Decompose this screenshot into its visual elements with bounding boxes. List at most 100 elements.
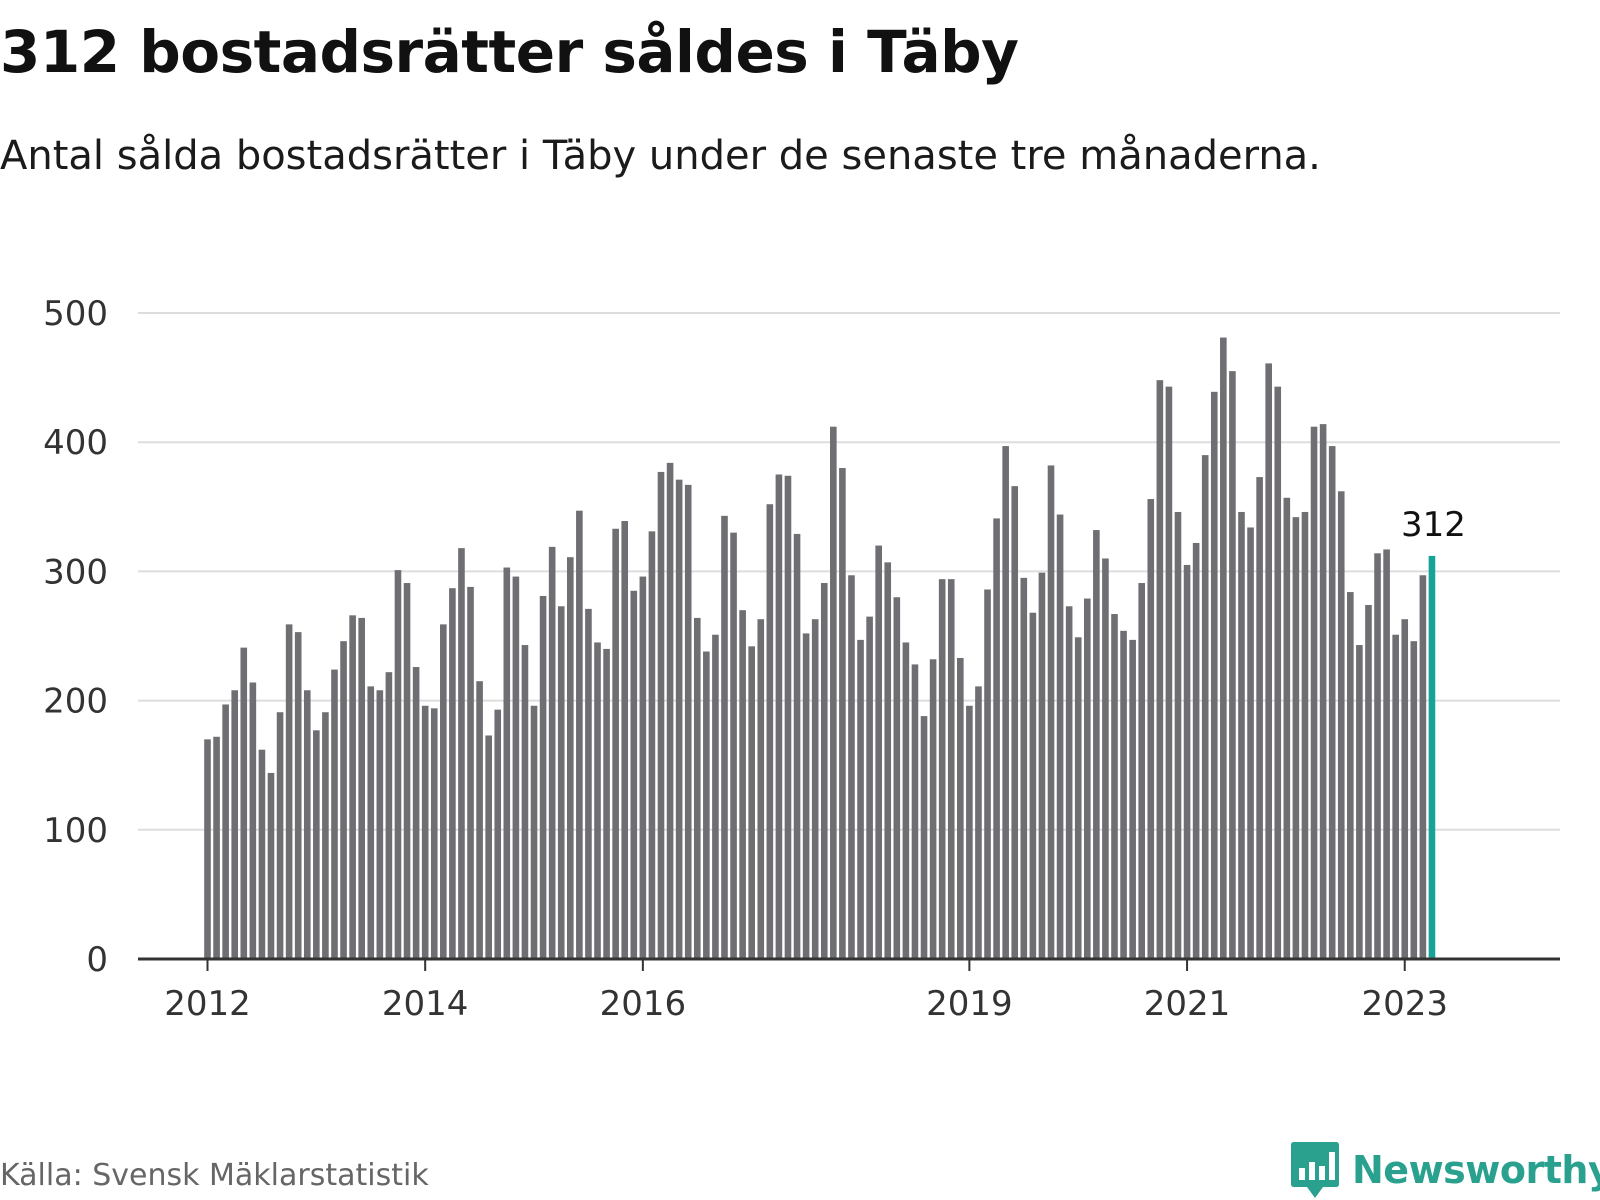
y-tick-label: 200 — [43, 682, 108, 722]
bar — [703, 651, 710, 959]
bar-highlight — [1428, 555, 1436, 959]
bar — [966, 705, 973, 959]
bar — [839, 468, 846, 959]
x-tick-label: 2021 — [1144, 984, 1231, 1024]
x-tick-label: 2014 — [382, 984, 469, 1024]
bar — [276, 712, 284, 959]
bar — [1083, 598, 1091, 959]
bar — [993, 518, 1000, 959]
bar — [621, 521, 629, 959]
bar — [303, 690, 311, 959]
bar — [1147, 499, 1155, 959]
bars — [204, 337, 1436, 960]
bar — [539, 595, 547, 959]
x-tick-label: 2023 — [1361, 984, 1448, 1024]
bar — [548, 546, 556, 959]
bar — [757, 619, 765, 959]
bar — [1210, 391, 1218, 959]
bar — [576, 510, 583, 959]
bar — [1374, 553, 1381, 959]
bar — [802, 633, 810, 959]
y-tick-label: 100 — [43, 811, 108, 851]
bar — [866, 616, 873, 959]
highlight-value-label: 312 — [1401, 505, 1466, 545]
bar — [1174, 511, 1182, 959]
bar — [938, 579, 946, 959]
bar — [875, 545, 882, 959]
bar — [1256, 477, 1263, 959]
bar — [984, 589, 991, 959]
bar — [494, 709, 502, 959]
bar — [1283, 497, 1291, 959]
bar — [1265, 363, 1272, 959]
bar — [1310, 426, 1318, 959]
bar — [1356, 645, 1363, 959]
bar — [204, 739, 211, 959]
bar — [1074, 637, 1082, 959]
bar — [830, 426, 837, 959]
bar — [394, 570, 402, 959]
bar — [322, 712, 329, 959]
bar — [1129, 639, 1136, 959]
newsworthy-bar-chart-logo-icon — [1291, 1142, 1339, 1198]
y-axis-labels: 0 100 200 300 400 500 — [43, 294, 108, 980]
bar — [385, 672, 393, 959]
x-tick-label: 2016 — [600, 984, 687, 1024]
bar — [1220, 337, 1227, 959]
bar — [1156, 380, 1164, 959]
bar — [258, 749, 266, 959]
bar — [612, 528, 619, 959]
bar — [848, 575, 855, 959]
bar — [1047, 465, 1055, 959]
bar — [240, 647, 248, 959]
brand[interactable]: Newsworthy — [1290, 1140, 1600, 1200]
bar — [376, 690, 384, 959]
brand-name: Newsworthy — [1352, 1148, 1600, 1192]
bar — [911, 664, 919, 959]
bar — [503, 567, 511, 959]
bar — [449, 588, 456, 959]
annotations: 312 — [1401, 505, 1466, 545]
bar — [1102, 558, 1109, 959]
bar — [1383, 549, 1390, 959]
bar — [294, 632, 302, 959]
bar — [421, 705, 429, 959]
bar — [458, 548, 465, 959]
bar — [857, 639, 864, 959]
bar — [485, 735, 492, 959]
bar — [1183, 564, 1191, 959]
bar — [1401, 619, 1409, 959]
bar — [340, 641, 347, 959]
bar — [730, 532, 737, 959]
bar — [975, 686, 982, 959]
bar — [1292, 517, 1300, 959]
bar — [820, 583, 828, 959]
bar — [1165, 386, 1173, 959]
y-tick-label: 400 — [43, 423, 108, 463]
bar — [739, 610, 746, 959]
y-tick-label: 500 — [43, 294, 108, 334]
bar — [1238, 511, 1245, 959]
bar — [748, 646, 755, 959]
source-note: Källa: Svensk Mäklarstatistik — [0, 1158, 429, 1193]
bar — [1392, 634, 1399, 959]
bar — [684, 484, 692, 959]
x-tick-label: 2012 — [164, 984, 251, 1024]
bar — [648, 531, 656, 959]
bar — [440, 624, 447, 959]
bar — [403, 583, 411, 959]
bar — [1274, 386, 1282, 959]
bar — [585, 608, 592, 959]
bar — [666, 462, 674, 959]
bar — [1301, 511, 1309, 959]
bar — [1337, 491, 1345, 959]
chart-subtitle: Antal sålda bostadsrätter i Täby under d… — [0, 133, 1321, 179]
bar — [1002, 446, 1009, 960]
x-axis: 2012 2014 2016 2019 2021 2023 — [138, 957, 1560, 1024]
bar — [957, 657, 964, 959]
bar — [1201, 455, 1209, 959]
bar — [1056, 514, 1064, 959]
bar — [231, 690, 239, 959]
bar — [567, 557, 574, 959]
bar — [603, 648, 610, 959]
